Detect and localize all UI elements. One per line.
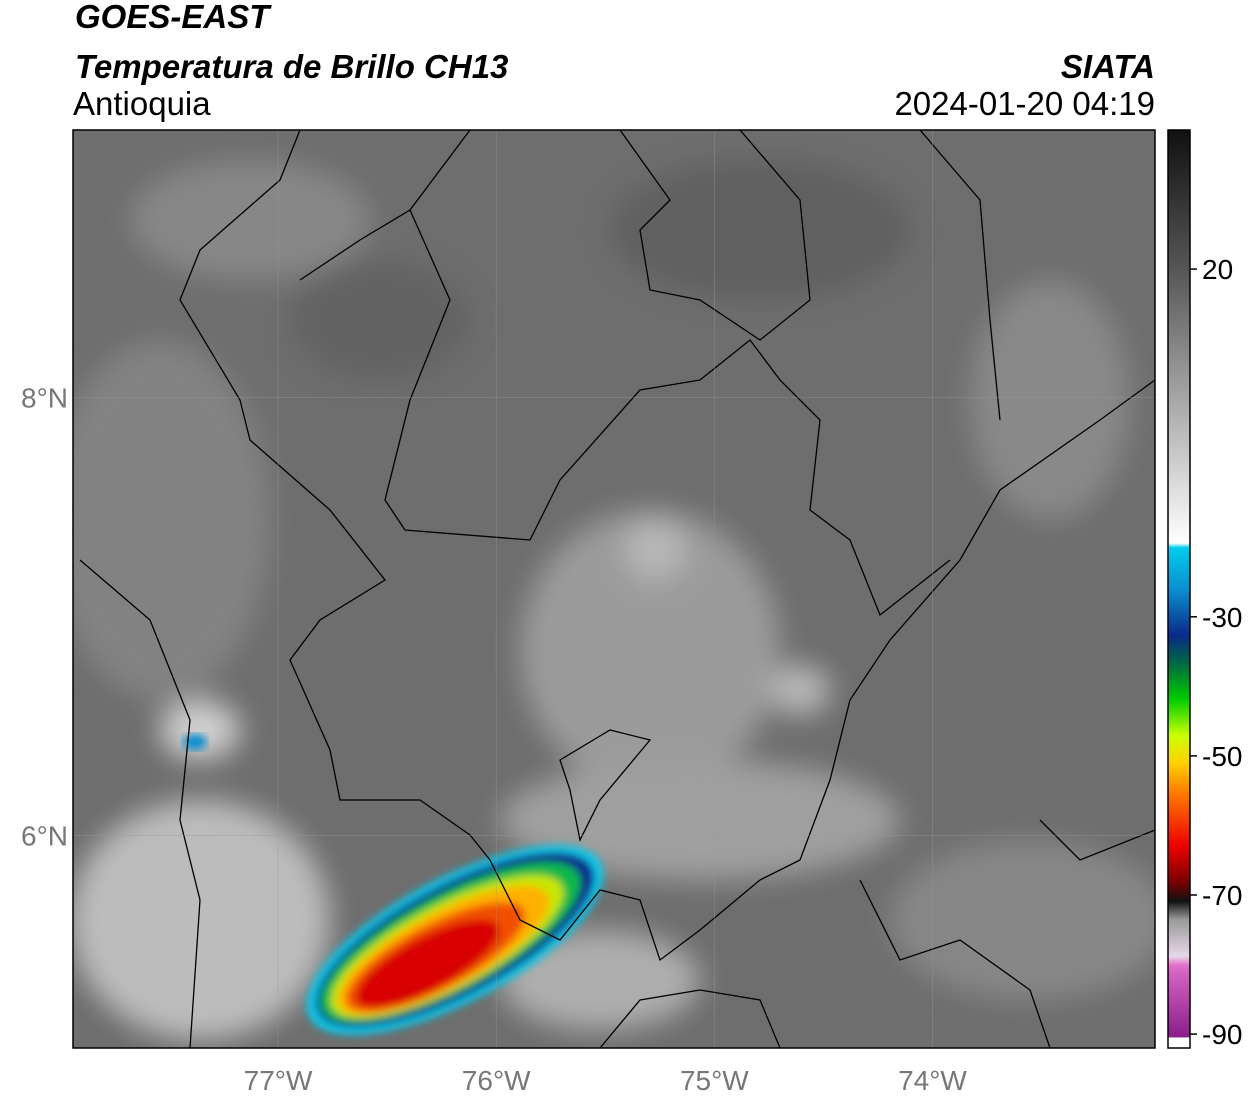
colorbar-tick-label: -90 (1202, 1019, 1242, 1050)
satellite: GOES-EAST (75, 0, 272, 35)
region: Antioquia (73, 85, 211, 122)
colorbar (1167, 129, 1191, 1049)
x-tick-label: 77°W (244, 1065, 313, 1096)
x-tick-label: 76°W (462, 1065, 531, 1096)
colorbar-tick-label: -70 (1202, 880, 1242, 911)
colorbar-tick-label: -30 (1202, 602, 1242, 633)
grid (73, 130, 1155, 1048)
y-tick-label: 8°N (21, 382, 68, 413)
colorbar-tick-label: 20 (1202, 254, 1233, 285)
product: Temperatura de Brillo CH13 (75, 48, 508, 85)
colorbar-tick-label: -50 (1202, 741, 1242, 772)
y-tick-label: 6°N (21, 820, 68, 851)
satellite-image (73, 130, 1155, 1048)
x-tick-label: 74°W (898, 1065, 967, 1096)
source: SIATA (1061, 48, 1155, 85)
x-tick-label: 75°W (680, 1065, 749, 1096)
datetime: 2024-01-20 04:19 (894, 85, 1155, 122)
map-frame (72, 129, 1156, 1049)
